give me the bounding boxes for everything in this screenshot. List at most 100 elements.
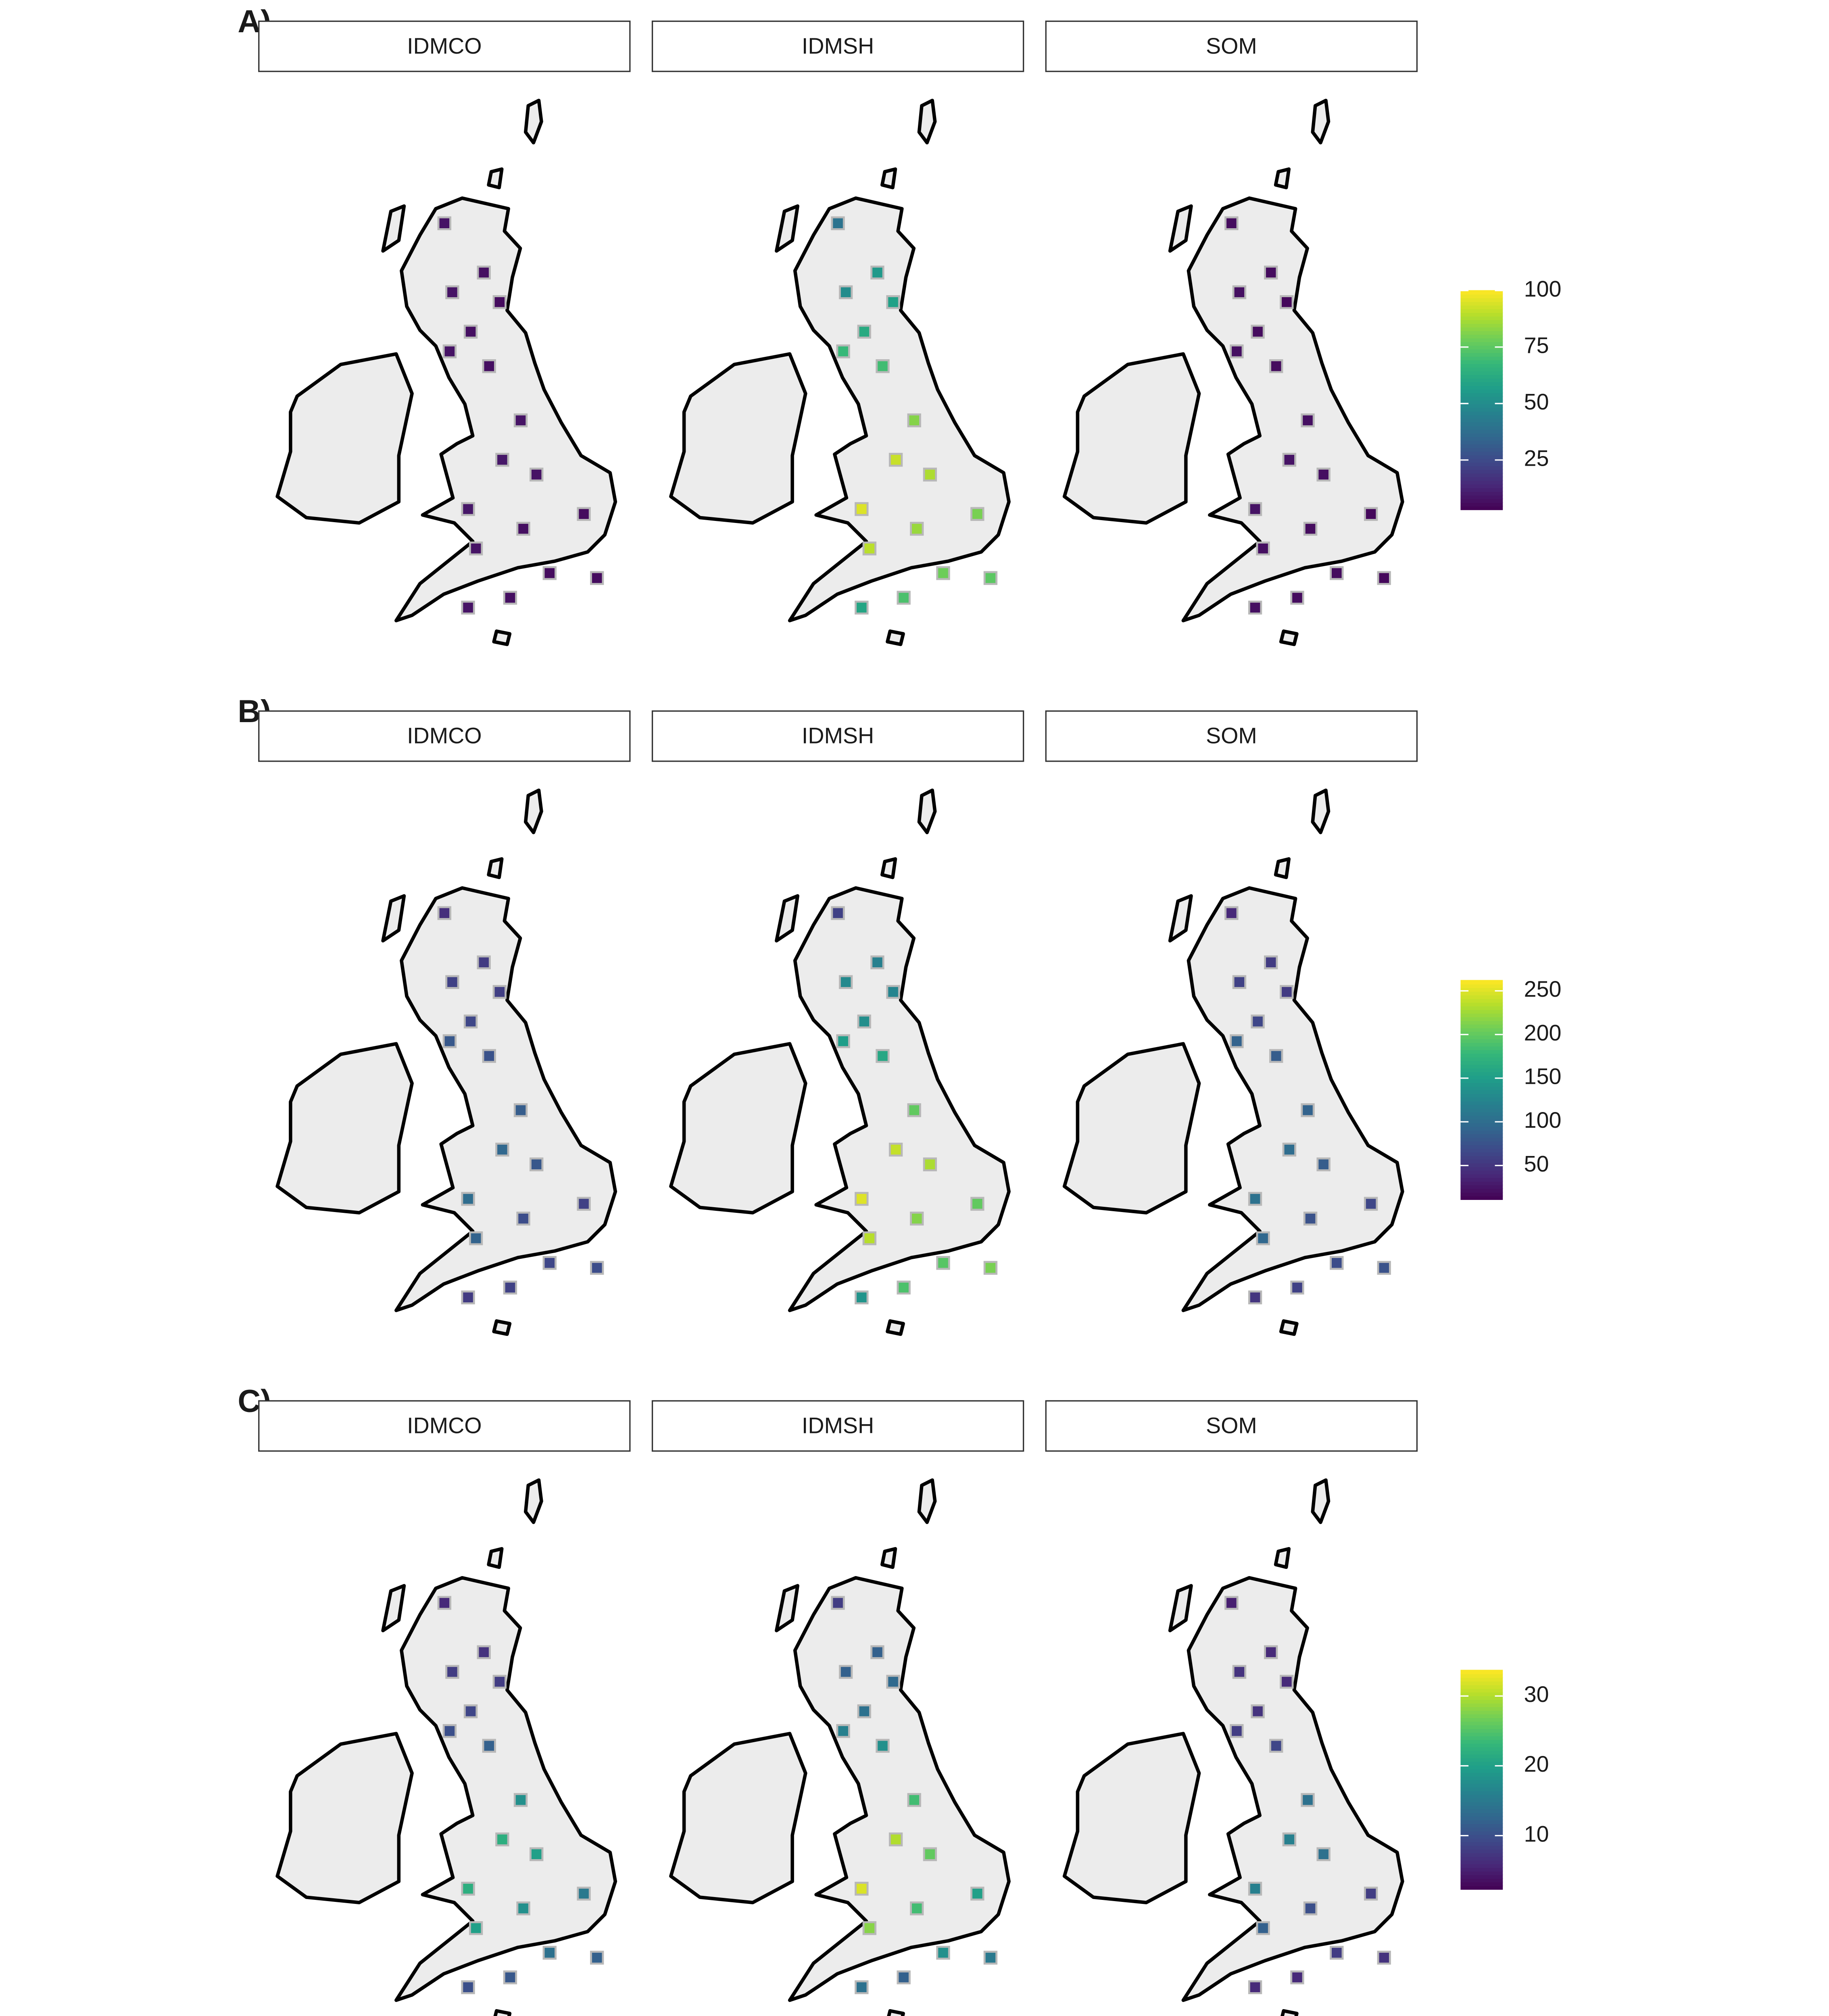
colorbar-step (1460, 1849, 1503, 1854)
colorbar-step (1460, 451, 1503, 456)
colorbar-step (1460, 994, 1503, 999)
colorbar-step (1460, 1878, 1503, 1883)
station (1256, 1921, 1270, 1935)
colorbar-step (1460, 1089, 1503, 1094)
station (482, 359, 496, 373)
colorbar-step (1460, 1042, 1503, 1047)
facet-label: IDMSH (802, 1413, 874, 1438)
colorbar-step (1460, 1750, 1503, 1755)
station (1280, 1674, 1294, 1689)
colorbar-step (1460, 1155, 1503, 1160)
facet-label: IDMSH (802, 33, 874, 58)
facet-label: SOM (1206, 1413, 1257, 1438)
station (503, 591, 517, 605)
station (855, 1290, 869, 1304)
colorbar-step (1460, 1819, 1503, 1824)
colorbar-step (1460, 1035, 1503, 1039)
facet-strip (258, 21, 631, 72)
colorbar-step (1460, 1783, 1503, 1788)
colorbar-step (1460, 1834, 1503, 1839)
colorbar-step (1460, 476, 1503, 481)
colorbar-step (1460, 1670, 1503, 1674)
station (477, 1645, 491, 1659)
station (1251, 325, 1265, 339)
station (1377, 571, 1391, 585)
colorbar-step (1460, 1714, 1503, 1718)
colorbar-step (1460, 998, 1503, 1003)
colorbar-step (1460, 1830, 1503, 1835)
colorbar-step (1460, 494, 1503, 499)
colorbar-step (1460, 1148, 1503, 1153)
station (516, 1901, 530, 1916)
station (495, 1832, 509, 1847)
station (1269, 1049, 1283, 1063)
colorbar-step (1460, 1060, 1503, 1065)
colorbar-step (1460, 407, 1503, 412)
station (1301, 1793, 1315, 1807)
station (442, 1724, 457, 1738)
colorbar-step (1460, 473, 1503, 477)
facet-label: IDMCO (407, 33, 482, 58)
station (855, 600, 869, 615)
colorbar-step (1460, 1856, 1503, 1861)
colorbar-step (1460, 1787, 1503, 1791)
colorbar-step (1460, 469, 1503, 474)
colorbar-step (1460, 1126, 1503, 1131)
facet-label: IDMCO (407, 1413, 482, 1438)
colorbar-step (1460, 1079, 1503, 1083)
colorbar-step (1460, 1177, 1503, 1182)
colorbar-step (1460, 1710, 1503, 1715)
colorbar-step (1460, 1724, 1503, 1729)
station (529, 467, 544, 482)
land-outline (1064, 100, 1402, 644)
colorbar-step (1460, 359, 1503, 364)
colorbar-step (1460, 381, 1503, 386)
station (542, 1256, 557, 1270)
colorbar-label: 30 (1524, 1682, 1549, 1707)
station (513, 1793, 528, 1807)
colorbar-step (1460, 1764, 1503, 1769)
station (482, 1049, 496, 1063)
station (495, 453, 509, 467)
facet-strip (1045, 21, 1418, 72)
colorbar-step (1460, 1184, 1503, 1189)
station (1230, 1034, 1244, 1048)
colorbar-step (1460, 370, 1503, 375)
colorbar-step (1460, 1162, 1503, 1167)
station (876, 359, 890, 373)
station (836, 1034, 850, 1048)
colorbar-step (1460, 312, 1503, 317)
colorbar-step (1460, 1170, 1503, 1175)
station (437, 216, 452, 230)
colorbar-step (1460, 444, 1503, 448)
land-outline (277, 790, 615, 1334)
station (461, 600, 475, 615)
colorbar-step (1460, 1691, 1503, 1696)
colorbar-step (1460, 1702, 1503, 1707)
colorbar-step (1460, 1159, 1503, 1164)
colorbar-step (1460, 498, 1503, 503)
colorbar-label: 25 (1524, 446, 1549, 471)
colorbar-step (1460, 1053, 1503, 1058)
colorbar-step (1460, 410, 1503, 415)
colorbar-step (1460, 1086, 1503, 1091)
colorbar-step (1460, 1728, 1503, 1733)
station (1282, 1142, 1297, 1157)
colorbar-step (1460, 1097, 1503, 1102)
station (1248, 502, 1262, 516)
colorbar-step (1460, 1082, 1503, 1087)
station (590, 1951, 604, 1965)
colorbar-label: 100 (1524, 276, 1562, 301)
colorbar-step (1460, 1681, 1503, 1685)
station (1364, 507, 1378, 521)
station (857, 1704, 872, 1718)
colorbar-step (1460, 1129, 1503, 1134)
facet-label: IDMSH (802, 723, 874, 748)
colorbar-step (1460, 389, 1503, 394)
station (910, 522, 924, 536)
colorbar-label: 50 (1524, 1151, 1549, 1176)
colorbar-label: 20 (1524, 1752, 1549, 1776)
station (1377, 1951, 1391, 1965)
station (461, 1882, 475, 1896)
station (1280, 295, 1294, 309)
